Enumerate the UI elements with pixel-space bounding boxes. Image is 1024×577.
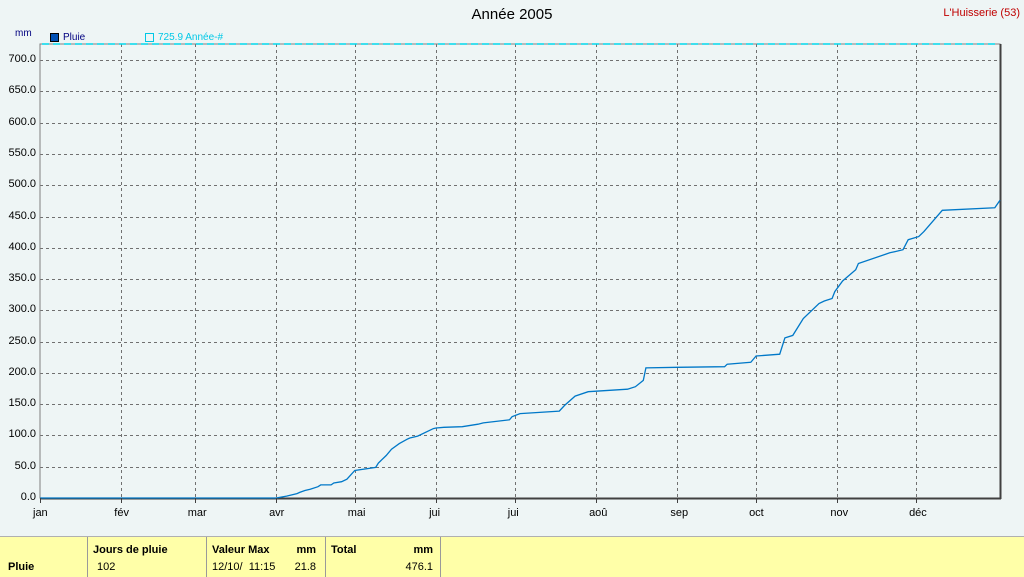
max-value: 21.8 <box>294 561 316 573</box>
x-tick-label: fév <box>114 507 129 519</box>
plot-frame <box>39 43 1001 499</box>
legend-label-pluie: Pluie <box>63 32 86 43</box>
y-tick-label: 250.0 <box>8 334 36 347</box>
y-tick-label: 150.0 <box>8 397 36 410</box>
x-tick-label: jan <box>33 507 48 519</box>
y-tick-label: 300.0 <box>8 303 36 316</box>
y-tick-label: 700.0 <box>8 53 36 66</box>
max-unit: mm <box>296 544 316 556</box>
total-value: 476.1 <box>405 561 433 573</box>
legend-label-annee: 725.9 Année-# <box>158 32 224 43</box>
days-value: 102 <box>97 561 116 573</box>
station-name: L'Huisserie (53) <box>943 7 1020 19</box>
x-tick-label: nov <box>830 507 849 519</box>
y-tick-label: 450.0 <box>8 209 36 222</box>
days-header: Jours de pluie <box>93 544 168 556</box>
stats-panel: Pluie Jours de pluie 102 Valeur Max mm 1… <box>0 536 1024 577</box>
x-tick-label: jui <box>507 507 519 519</box>
y-tick-label: 400.0 <box>8 240 36 253</box>
pluie-series-line <box>40 199 1001 499</box>
x-tick-label: déc <box>909 507 927 519</box>
legend-item-pluie: Pluie <box>50 32 85 43</box>
y-tick-label: 350.0 <box>8 272 36 285</box>
y-tick-label: 600.0 <box>8 115 36 128</box>
total-header: Total <box>331 544 357 556</box>
legend-swatch-pluie <box>50 33 59 42</box>
x-tick-label: sep <box>670 507 689 519</box>
x-tick-label: jui <box>429 507 441 519</box>
x-tick-label: mai <box>347 507 366 519</box>
y-tick-label: 50.0 <box>14 459 36 472</box>
x-tick-marks <box>40 498 917 503</box>
rain-chart <box>39 43 1002 503</box>
y-tick-label: 0.0 <box>20 491 36 503</box>
stats-cell-max: Valeur Max mm 12/10/ 11:15 21.8 <box>207 537 326 577</box>
stats-row-label: Pluie <box>8 561 35 573</box>
max-header: Valeur Max <box>212 544 270 556</box>
y-tick-label: 650.0 <box>8 84 36 97</box>
max-date: 12/10/ 11:15 <box>212 561 276 573</box>
chart-grid <box>40 44 1000 498</box>
y-tick-label: 500.0 <box>8 178 36 191</box>
chart-title: Année 2005 <box>471 6 553 23</box>
total-unit: mm <box>413 544 433 556</box>
legend-item-annee: 725.9 Année-# <box>145 32 223 43</box>
stats-cell-days: Jours de pluie 102 <box>88 537 207 577</box>
x-tick-label: oct <box>749 507 764 519</box>
stats-cell-total: Total mm 476.1 <box>326 537 441 577</box>
y-tick-label: 200.0 <box>8 365 36 378</box>
stats-cell-label: Pluie <box>0 537 88 577</box>
legend-swatch-annee <box>145 33 154 42</box>
y-tick-label: 550.0 <box>8 147 36 159</box>
y-axis-unit: mm <box>15 28 32 39</box>
x-tick-label: mar <box>187 507 207 519</box>
x-tick-label: aoû <box>589 507 608 519</box>
y-tick-label: 100.0 <box>8 428 36 441</box>
x-tick-label: avr <box>269 507 285 519</box>
